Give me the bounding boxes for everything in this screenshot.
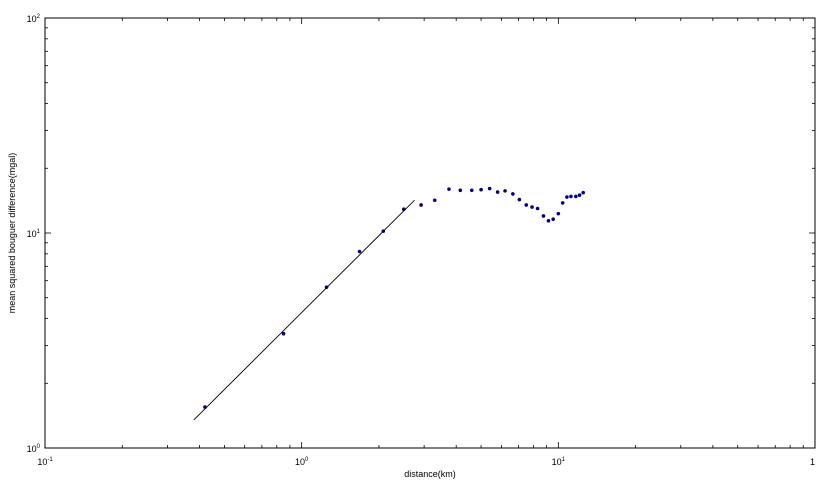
data-point (447, 187, 451, 191)
data-point (551, 217, 556, 221)
x-axis-label: distance(km) (404, 469, 456, 479)
data-point (503, 189, 507, 193)
data-point (324, 285, 329, 289)
data-point (524, 203, 529, 207)
y-tick-label: 101 (27, 229, 41, 239)
y-tick-label: 100 (27, 444, 41, 454)
data-point (569, 194, 573, 199)
x-tick-labels: 10-1 100 101 1 (37, 457, 815, 467)
data-point (546, 218, 551, 223)
series-layer (193, 186, 586, 421)
data-point (432, 198, 437, 203)
data-point (479, 187, 483, 192)
x-tick-label: 1 (810, 457, 815, 467)
data-point (556, 211, 561, 216)
data-point (511, 192, 515, 196)
data-point (581, 190, 586, 195)
plot-area (44, 17, 816, 449)
tick-marks (45, 18, 815, 448)
data-point (495, 190, 500, 194)
fit-line (193, 199, 415, 421)
data-point (574, 194, 578, 199)
x-tick-label: 101 (552, 457, 566, 467)
data-point (517, 197, 522, 202)
y-axis-label: mean squared bouguer difference(mgal) (7, 153, 17, 313)
data-point (535, 206, 540, 211)
x-tick-label: 100 (295, 457, 309, 467)
data-point (560, 201, 565, 205)
data-point (565, 195, 569, 199)
data-point (577, 193, 582, 197)
data-point (541, 214, 546, 218)
data-point (357, 249, 362, 254)
data-point (281, 331, 286, 336)
data-point (530, 205, 534, 209)
data-point (419, 203, 423, 207)
y-tick-labels: 100 101 102 (27, 14, 41, 454)
data-point (487, 186, 492, 191)
data-point (469, 188, 474, 193)
y-tick-label: 102 (27, 14, 41, 24)
data-point (458, 188, 463, 193)
x-tick-label: 10-1 (37, 457, 53, 467)
